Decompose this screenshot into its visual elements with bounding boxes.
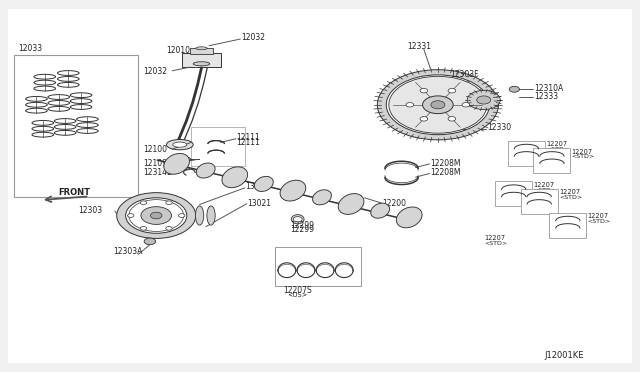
Ellipse shape — [196, 163, 215, 178]
Circle shape — [467, 90, 500, 110]
Circle shape — [477, 96, 491, 104]
Text: <STD>: <STD> — [484, 241, 508, 246]
Circle shape — [150, 212, 162, 219]
Text: 12207: 12207 — [546, 141, 567, 147]
Circle shape — [431, 101, 445, 109]
Circle shape — [420, 89, 428, 93]
Circle shape — [183, 157, 191, 161]
Ellipse shape — [207, 206, 215, 225]
Ellipse shape — [396, 207, 422, 228]
Ellipse shape — [338, 193, 364, 214]
Text: 12207S: 12207S — [283, 286, 312, 295]
Circle shape — [448, 117, 456, 121]
Ellipse shape — [173, 142, 187, 147]
Text: 12330: 12330 — [487, 123, 511, 132]
Ellipse shape — [195, 206, 204, 225]
Ellipse shape — [164, 153, 189, 174]
Text: 12331: 12331 — [407, 42, 431, 51]
Text: <STD>: <STD> — [572, 154, 595, 159]
Text: <STD>: <STD> — [534, 187, 557, 193]
Circle shape — [462, 103, 470, 107]
Ellipse shape — [291, 215, 304, 224]
Circle shape — [140, 201, 147, 205]
Text: 12207: 12207 — [588, 213, 609, 219]
Circle shape — [293, 217, 302, 222]
Bar — [508, 141, 545, 166]
Circle shape — [406, 103, 413, 107]
Circle shape — [141, 207, 172, 224]
Text: 12208M: 12208M — [430, 158, 461, 168]
Text: 12299: 12299 — [290, 221, 314, 230]
Text: 12333: 12333 — [534, 92, 558, 101]
Circle shape — [420, 117, 428, 121]
Text: 12207: 12207 — [534, 182, 555, 188]
Text: 12303: 12303 — [78, 206, 102, 215]
Circle shape — [179, 214, 185, 217]
Text: 12207: 12207 — [559, 189, 580, 195]
Text: 12310A: 12310A — [534, 84, 563, 93]
Ellipse shape — [280, 180, 306, 201]
Text: 12032: 12032 — [241, 33, 265, 42]
Bar — [549, 212, 586, 238]
Text: <STD>: <STD> — [546, 147, 570, 152]
Text: 12010: 12010 — [166, 46, 190, 55]
Bar — [521, 189, 557, 214]
Circle shape — [509, 86, 520, 92]
Bar — [191, 127, 246, 166]
Text: 12111: 12111 — [237, 138, 260, 147]
Circle shape — [166, 227, 172, 230]
Text: 12299: 12299 — [290, 225, 314, 234]
Text: 12207: 12207 — [484, 235, 506, 241]
Text: J12001KE: J12001KE — [544, 350, 584, 360]
Text: 12208M: 12208M — [430, 168, 461, 177]
Bar — [495, 181, 532, 206]
Text: 12207: 12207 — [572, 149, 593, 155]
Circle shape — [127, 214, 134, 217]
Bar — [190, 48, 213, 54]
Text: 12314E: 12314E — [143, 168, 172, 177]
Text: 12303F: 12303F — [451, 70, 479, 78]
Bar — [275, 247, 362, 286]
Ellipse shape — [312, 190, 332, 205]
Circle shape — [144, 238, 156, 245]
Text: 12303A: 12303A — [113, 247, 142, 256]
Text: <STD>: <STD> — [588, 219, 611, 224]
Circle shape — [166, 201, 172, 205]
Ellipse shape — [196, 47, 207, 50]
Circle shape — [422, 96, 453, 113]
Circle shape — [140, 227, 147, 230]
Ellipse shape — [193, 62, 210, 66]
Circle shape — [389, 76, 487, 133]
Text: <US>: <US> — [287, 292, 307, 298]
Text: 12109: 12109 — [143, 159, 167, 169]
Circle shape — [448, 89, 456, 93]
Bar — [182, 53, 221, 67]
Bar — [534, 148, 570, 173]
Ellipse shape — [255, 176, 273, 192]
Text: 12111: 12111 — [237, 133, 260, 142]
Ellipse shape — [166, 140, 193, 150]
Text: FRONT: FRONT — [59, 188, 91, 197]
Text: 12032: 12032 — [143, 67, 167, 76]
Ellipse shape — [222, 167, 248, 187]
Text: 13021: 13021 — [247, 199, 271, 208]
Ellipse shape — [371, 203, 390, 218]
Text: <STD>: <STD> — [559, 195, 582, 200]
Bar — [14, 55, 138, 197]
Text: 13021: 13021 — [246, 182, 269, 191]
Text: 12200: 12200 — [382, 199, 406, 208]
Text: 12100: 12100 — [143, 145, 167, 154]
Text: 12033: 12033 — [19, 44, 43, 53]
